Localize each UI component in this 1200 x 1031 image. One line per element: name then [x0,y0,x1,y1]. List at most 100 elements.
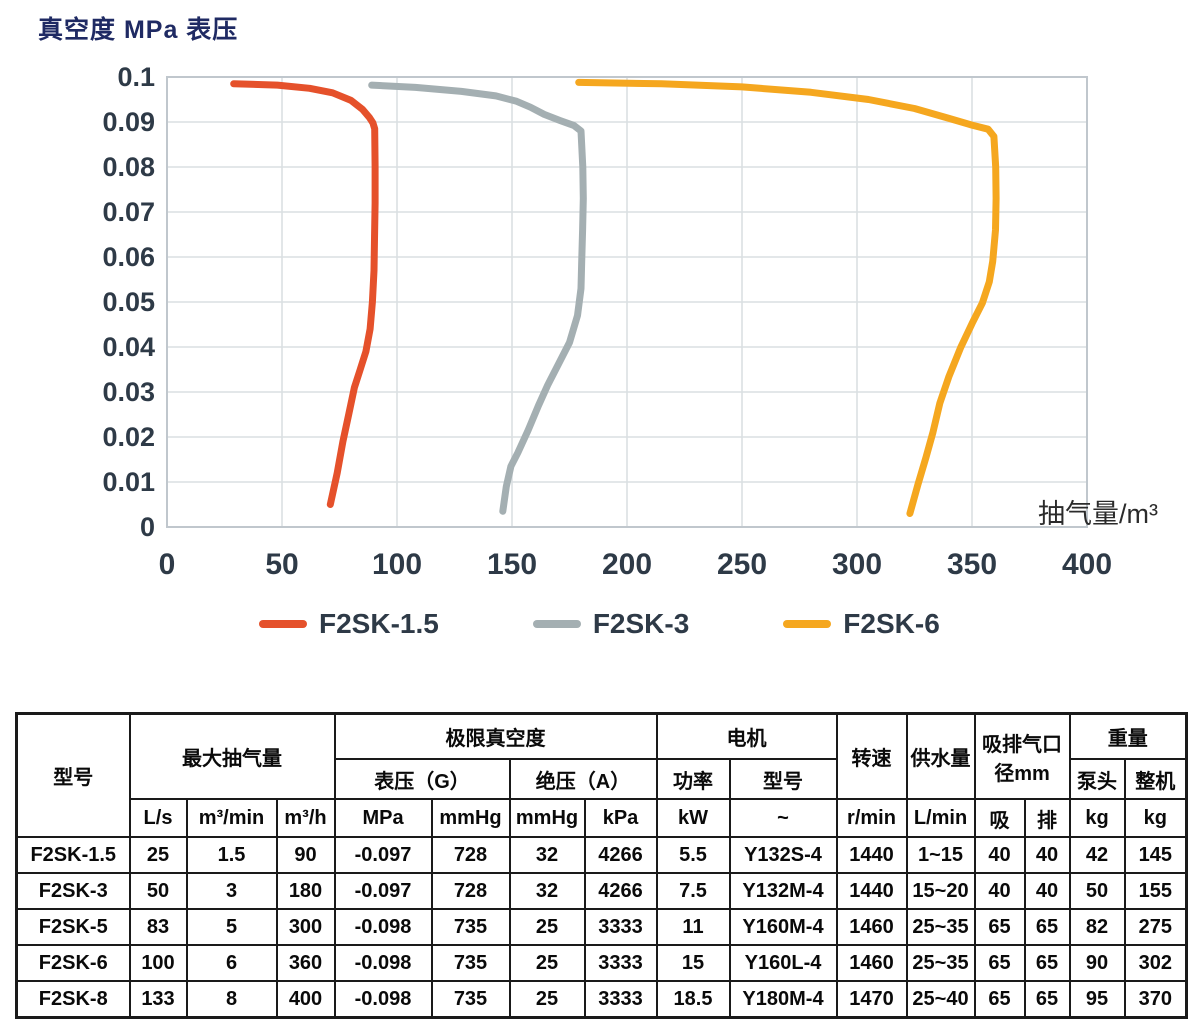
table-cell: 1440 [835,836,908,874]
table-cell: 32 [508,872,586,910]
header-cell: m³/min [185,798,278,838]
table-row: F2SK-8 133 8 400 -0.098 735 25 3333 18.5 Y180M-4 1… [15,980,1188,1019]
series-curve-f2sk-6 [575,78,1000,517]
table-cell: Y160M-4 [728,908,838,946]
plot-border [166,76,1088,528]
legend-label: F2SK-6 [843,608,940,639]
table-cell: 275 [1123,908,1188,946]
header-cell: MPa [333,798,433,838]
table-row: F2SK-5 83 5 300 -0.098 735 25 3333 11 Y160M-4 1460… [15,908,1188,946]
y-tick-label: 0.06 [102,242,155,272]
table-cell: 1460 [835,908,908,946]
header-cell: 重量 [1068,712,1188,760]
x-tick-label: 250 [716,548,768,581]
table-cell: 25 [128,836,188,874]
header-cell: L/min [905,798,976,838]
table-cell: 25~40 [905,980,976,1019]
table-cell: -0.098 [333,908,433,946]
table-cell: 11 [655,908,731,946]
table-cell: 18.5 [655,980,731,1019]
header-cell: mmHg [508,798,586,838]
table-cell: 370 [1123,980,1188,1019]
legend-line-icon [532,620,581,628]
x-tick-label: 0 [158,548,176,581]
table-cell: 1460 [835,944,908,982]
x-tick-label: 100 [371,548,423,581]
table-cell: 180 [275,872,336,910]
table-cell: -0.098 [333,944,433,982]
table-cell: 728 [430,836,511,874]
table-cell: 25 [508,908,586,946]
table-cell: 133 [128,980,188,1019]
header-cell: kg [1123,798,1188,838]
header-cell: kW [655,798,731,838]
header-cell: 功率 [655,758,731,800]
table-cell: 32 [508,836,586,874]
table-cell: 100 [128,944,188,982]
table-row: F2SK-1.5 25 1.5 90 -0.097 728 32 4266 5.5 Y132S-4… [15,836,1188,874]
table-cell: 65 [1023,980,1071,1019]
table-cell: 50 [1068,872,1126,910]
table-cell: F2SK-8 [15,980,131,1019]
table-cell: 735 [430,944,511,982]
header-cell: ~ [728,798,838,838]
table-cell: 65 [1023,908,1071,946]
chart-legend: F2SK-1.5 F2SK-3 F2SK-6 [259,608,940,640]
y-tick-label: 0.1 [117,62,155,92]
table-cell: 25~35 [905,908,976,946]
table-cell: 1~15 [905,836,976,874]
header-cell: r/min [835,798,908,838]
table-cell: 4266 [583,872,658,910]
table-cell: 25 [508,944,586,982]
table-cell: 728 [430,872,511,910]
table-cell: 15~20 [905,872,976,910]
table-cell: -0.097 [333,836,433,874]
table-cell: 735 [430,908,511,946]
header-cell: 电机 [655,712,838,760]
header-cell: 型号 [728,758,838,800]
table-cell: 3333 [583,980,658,1019]
legend-item-f2sk-1.5: F2SK-1.5 [259,608,439,640]
table-cell: -0.097 [333,872,433,910]
header-cell: 吸 [973,798,1026,838]
table-cell: F2SK-6 [15,944,131,982]
table-cell: 40 [973,872,1026,910]
legend-item-f2sk-6: F2SK-6 [783,608,940,640]
spec-table-body: F2SK-1.5 25 1.5 90 -0.097 728 32 4266 5.5 Y132S-4… [15,836,1188,1019]
table-cell: -0.098 [333,980,433,1019]
header-cell: 绝压（A） [508,758,658,800]
table-row: F2SK-3 50 3 180 -0.097 728 32 4266 7.5 Y132M-4 144… [15,872,1188,910]
table-cell: 360 [275,944,336,982]
table-cell: 5.5 [655,836,731,874]
table-cell: 7.5 [655,872,731,910]
y-tick-label: 0.09 [102,107,155,137]
legend-item-f2sk-3: F2SK-3 [532,608,689,640]
table-cell: 3333 [583,908,658,946]
y-tick-label: 0.08 [102,152,155,182]
x-tick-label: 400 [1061,548,1113,581]
table-cell: F2SK-5 [15,908,131,946]
table-cell: 155 [1123,872,1188,910]
legend-line-icon [783,620,832,628]
y-tick-label: 0.03 [102,377,155,407]
table-cell: 65 [973,908,1026,946]
table-cell: 40 [973,836,1026,874]
y-tick-label: 0 [139,512,155,542]
table-cell: 300 [275,908,336,946]
table-cell: 65 [973,944,1026,982]
header-cell: 供水量 [905,712,976,800]
spec-table-header: 型号 最大抽气量 极限真空度 电机 转速 供水量 吸排气口径mm 重量 表压（G） 绝压（A） 功率… [15,712,1188,838]
table-cell: 6 [185,944,278,982]
table-cell: 3333 [583,944,658,982]
table-cell: Y160L-4 [728,944,838,982]
header-cell: 整机 [1123,758,1188,800]
chart-plot-area [166,76,1088,528]
table-cell: 40 [1023,836,1071,874]
table-cell: F2SK-3 [15,872,131,910]
header-cell: 极限真空度 [333,712,658,760]
chart-title: 真空度 MPa 表压 [38,16,239,44]
x-tick-label: 200 [601,548,653,581]
header-cell: mmHg [430,798,511,838]
header-cell: 最大抽气量 [128,712,336,800]
table-cell: 8 [185,980,278,1019]
